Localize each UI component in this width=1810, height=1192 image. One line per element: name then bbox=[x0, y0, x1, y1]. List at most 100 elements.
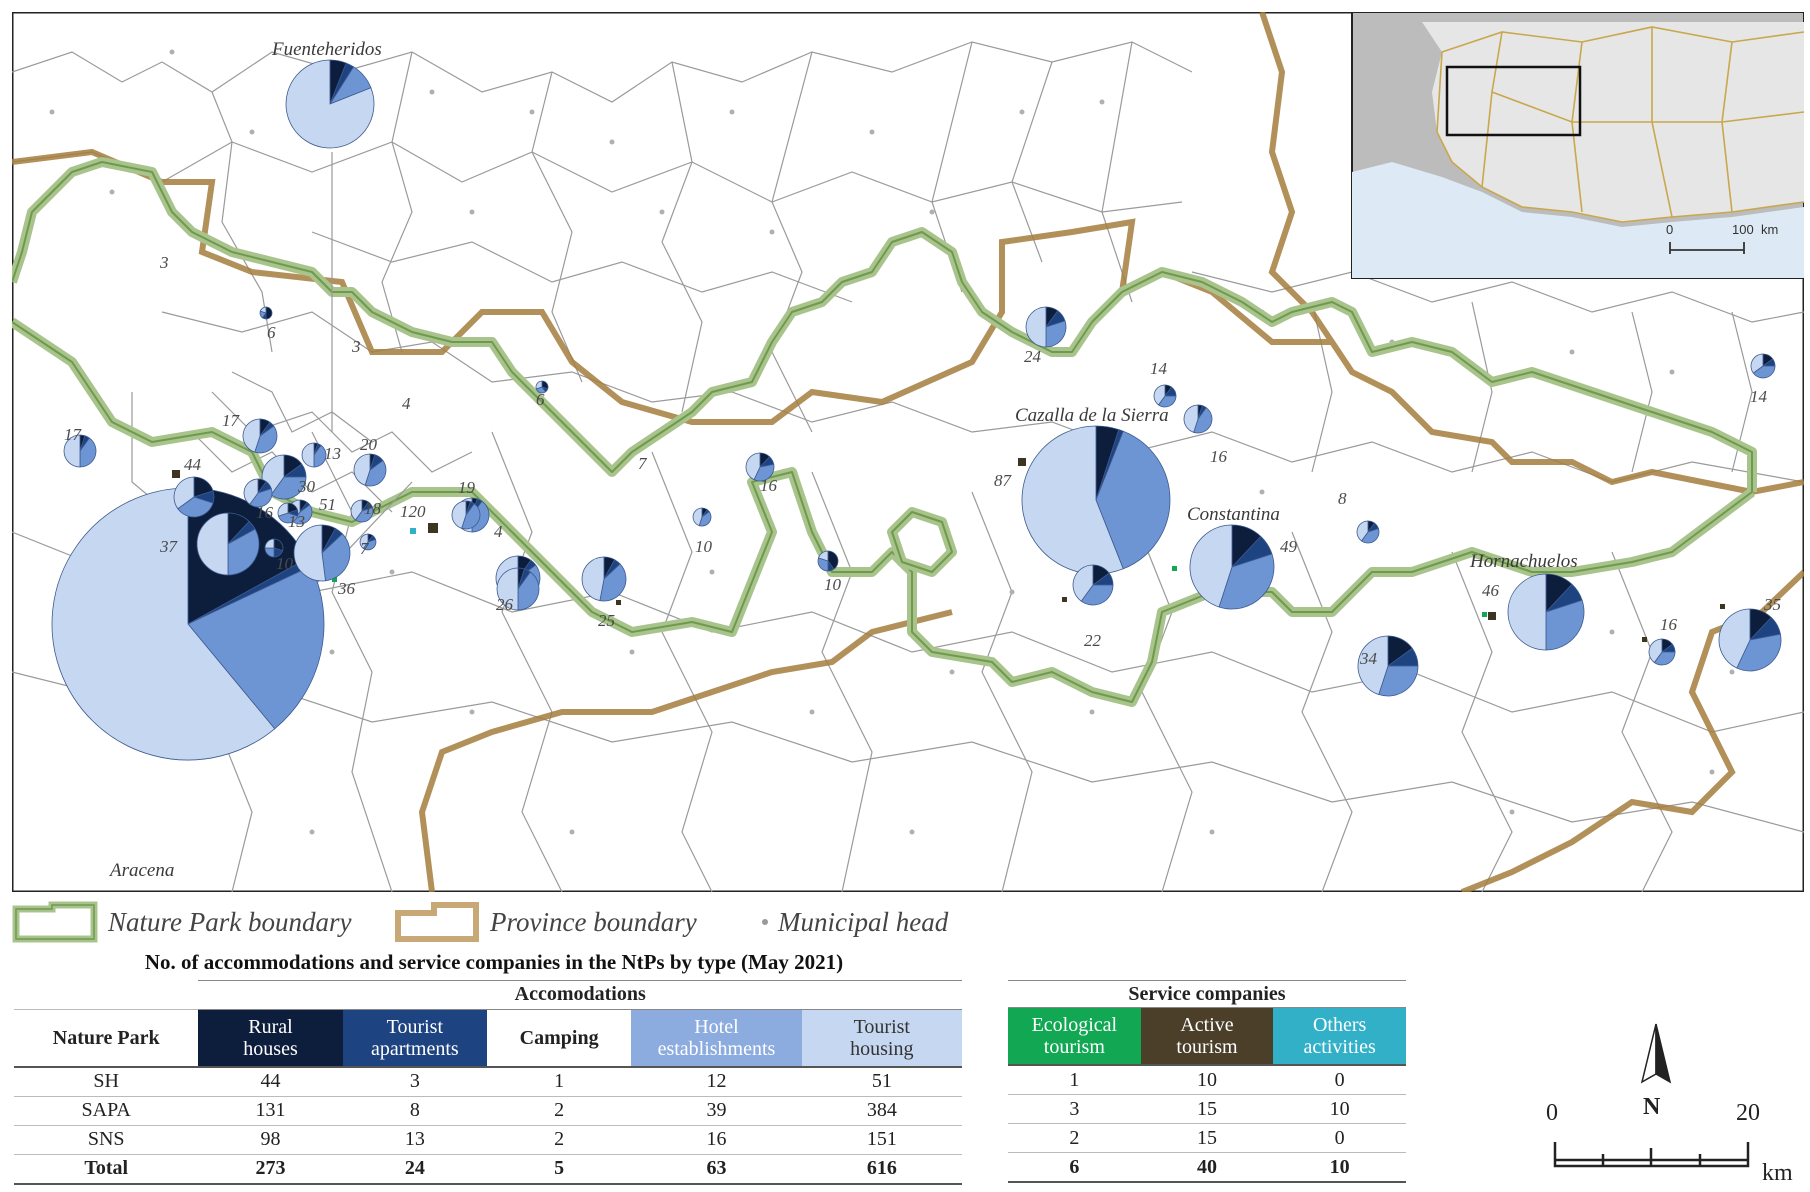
col-active-tourism: Active tourism bbox=[1140, 1007, 1274, 1066]
col-tourist-housing: Tourist housing bbox=[801, 1009, 962, 1068]
municipal-dot-icon bbox=[762, 919, 768, 925]
pie-slice bbox=[249, 488, 273, 508]
accommodation-pie bbox=[264, 538, 284, 558]
value-label: 13 bbox=[288, 512, 305, 531]
value-label: 6 bbox=[267, 323, 276, 342]
accommodation-pie bbox=[496, 567, 540, 611]
value-label: 51 bbox=[319, 495, 336, 514]
pie-slice bbox=[264, 538, 275, 549]
pie-slice bbox=[1648, 638, 1663, 664]
pie-slice bbox=[692, 507, 703, 527]
pie-slice bbox=[1157, 395, 1177, 408]
summary-tables: No. of accommodations and service compan… bbox=[14, 950, 1406, 1190]
pie-slice bbox=[227, 528, 260, 576]
pie-slice bbox=[79, 437, 97, 468]
accommodation-pie bbox=[259, 306, 273, 320]
col-others-activities: Others activities bbox=[1273, 1007, 1406, 1066]
table-row: SAPA 131 8 2 39 384 bbox=[14, 1096, 962, 1126]
pie-slice bbox=[451, 500, 467, 529]
accommodation-pie bbox=[51, 487, 325, 761]
pie-slice bbox=[173, 476, 195, 510]
value-label: 20 bbox=[360, 435, 378, 454]
nature-park-swatch bbox=[12, 901, 98, 943]
accommodation-pie bbox=[301, 442, 327, 468]
municipal-heads bbox=[49, 49, 1735, 835]
value-label: 14 bbox=[1150, 359, 1168, 378]
table-row: SNS 98 13 2 16 151 bbox=[14, 1125, 962, 1155]
pie-slice bbox=[277, 502, 289, 517]
pie-slice bbox=[1183, 404, 1199, 433]
pie-slice bbox=[301, 442, 315, 468]
map-legend: Nature Park boundary Province boundary M… bbox=[12, 898, 1012, 946]
value-label: 49 bbox=[1280, 537, 1298, 556]
pie-slice bbox=[364, 460, 387, 487]
value-label: 87 bbox=[994, 471, 1013, 490]
legend-nature-park-label: Nature Park boundary bbox=[108, 906, 352, 937]
value-label: 37 bbox=[159, 537, 179, 556]
accommodation-pie bbox=[692, 507, 712, 527]
col-nature-park: Nature Park bbox=[14, 1009, 199, 1068]
value-label: 22 bbox=[1084, 631, 1102, 650]
value-label: 17 bbox=[222, 411, 241, 430]
value-label: 3 bbox=[351, 337, 361, 356]
accommodation-pie bbox=[1183, 404, 1213, 434]
pie-slice bbox=[270, 476, 307, 500]
accommodation-pie bbox=[353, 453, 387, 487]
value-labels: 3 6 3 6 4 7 16 10 10 24 14 87 16 14 17 4… bbox=[64, 253, 1781, 668]
accommodation-pie bbox=[535, 380, 549, 394]
table-row: 3 15 10 bbox=[1008, 1094, 1406, 1124]
inset-locator-map: 0 100 km bbox=[1351, 12, 1804, 279]
accommodation-pie bbox=[63, 434, 97, 468]
town-labels: Fuenteheridos Aracena Cazalla de la Sier… bbox=[108, 39, 1578, 881]
col-hotel-establishments: Hotel establishments bbox=[631, 1009, 802, 1068]
value-label: 8 bbox=[1338, 489, 1347, 508]
value-label: 16 bbox=[1660, 615, 1678, 634]
pie-slice bbox=[517, 571, 540, 611]
accommodation-pie bbox=[242, 418, 278, 454]
pie-slice bbox=[1153, 384, 1166, 406]
accommodation-pie bbox=[359, 533, 377, 551]
accommodation-pie bbox=[293, 524, 351, 582]
pie-slice bbox=[753, 463, 775, 482]
pie-slice bbox=[350, 499, 363, 521]
accommodation-pie bbox=[1189, 524, 1275, 610]
town-label: Constantina bbox=[1187, 504, 1280, 525]
accommodation-pie bbox=[285, 59, 375, 149]
accommodation-pie bbox=[745, 452, 775, 482]
north-arrow-icon bbox=[1640, 1023, 1672, 1084]
pie-slice bbox=[196, 512, 229, 576]
pie-slice bbox=[461, 503, 481, 530]
value-label: 24 bbox=[1024, 347, 1042, 366]
town-label: Aracena bbox=[108, 860, 174, 881]
nature-parks-map: 3 6 3 6 4 7 16 10 10 24 14 87 16 14 17 4… bbox=[12, 12, 1804, 892]
value-label: 17 bbox=[64, 425, 83, 444]
service-companies-table: Service companies Ecological tourism Acti… bbox=[1008, 980, 1406, 1183]
table-row-total: Total 273 24 5 63 616 bbox=[14, 1154, 962, 1185]
table-row: 2 15 0 bbox=[1008, 1123, 1406, 1153]
value-label: 26 bbox=[496, 595, 514, 614]
pie-slice bbox=[1545, 599, 1585, 651]
value-label: 44 bbox=[184, 455, 202, 474]
pie-slice bbox=[1080, 584, 1114, 606]
legend-province: Province boundary bbox=[394, 898, 697, 946]
province-swatch bbox=[395, 902, 479, 942]
accommodation-pie bbox=[1356, 520, 1380, 544]
table-row: SH 44 3 1 12 51 bbox=[14, 1066, 962, 1097]
pie-slice bbox=[535, 380, 543, 390]
pie-slice bbox=[254, 425, 278, 454]
accommodation-pie bbox=[196, 512, 260, 576]
value-label: 46 bbox=[1482, 581, 1500, 600]
pie-slice bbox=[1653, 651, 1676, 666]
pie-slice bbox=[1507, 573, 1547, 651]
value-label: 34 bbox=[1359, 649, 1378, 668]
pie-slice bbox=[285, 59, 375, 149]
town-label: Cazalla de la Sierra bbox=[1015, 405, 1169, 426]
pie-slice bbox=[51, 487, 276, 761]
pie-slice bbox=[353, 453, 371, 486]
pie-slice bbox=[1045, 320, 1067, 348]
pie-slice bbox=[745, 452, 761, 481]
legend-nature-park: Nature Park boundary bbox=[12, 898, 351, 946]
pie-slice bbox=[1718, 608, 1751, 669]
accommodation-pie bbox=[173, 476, 215, 518]
accommodation-pie bbox=[261, 454, 307, 500]
